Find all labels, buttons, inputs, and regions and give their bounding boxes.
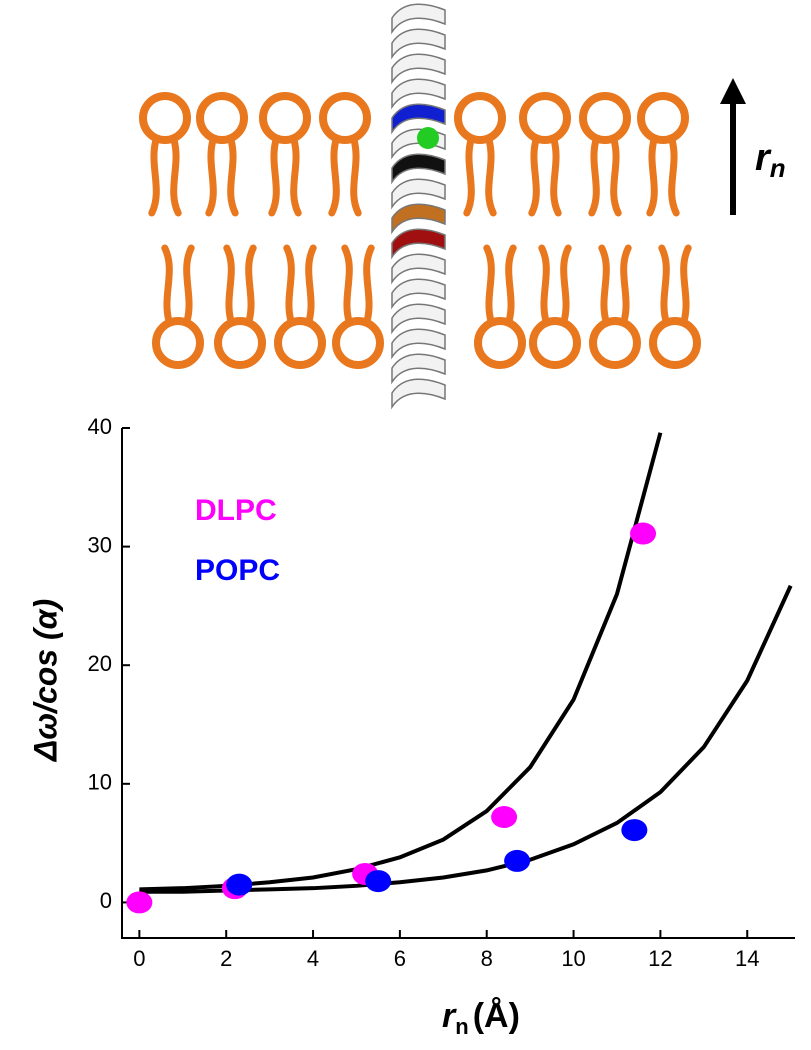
lipid-tail	[148, 136, 160, 217]
lipid-tail	[505, 244, 517, 325]
helix-turn	[391, 53, 446, 85]
lipid-tail	[341, 244, 353, 325]
lipid-tail	[550, 136, 562, 217]
point	[630, 522, 657, 545]
lipid-tail	[483, 244, 495, 325]
helix-residue	[417, 127, 439, 149]
lipid-tail	[305, 244, 317, 325]
helix-turn	[391, 203, 446, 235]
helix-turn	[391, 303, 446, 335]
lipid-head	[579, 92, 631, 144]
lipid-head	[214, 317, 266, 369]
lipid-tail	[290, 136, 302, 217]
lipid-tail	[205, 136, 217, 217]
helix-turn	[391, 153, 446, 185]
lipid-tail	[183, 244, 195, 325]
lipid-tail	[227, 136, 239, 217]
helix-turn	[391, 103, 446, 135]
lipid-head	[152, 317, 204, 369]
lipid-tail	[485, 136, 497, 217]
helix-turn	[391, 353, 446, 385]
helix-turn	[391, 78, 446, 110]
lipid-head	[649, 317, 701, 369]
lipid-tail	[658, 244, 670, 325]
helix-turn	[391, 178, 446, 210]
helix-turn	[391, 228, 446, 260]
lipid-tail	[598, 244, 610, 325]
point	[365, 870, 392, 893]
helix-turn	[391, 278, 446, 310]
y-axis-label: Δω/cos (α)	[27, 599, 63, 762]
lipid-head	[454, 92, 506, 144]
lipid-head	[139, 92, 191, 144]
y-tick-label: 0	[100, 888, 112, 913]
x-tick-label: 6	[394, 946, 406, 971]
helix-turn	[391, 253, 446, 285]
lipid-tail	[560, 244, 572, 325]
x-axis-label: rn (Å)	[442, 997, 520, 1039]
fit-curve	[139, 584, 793, 894]
legend-entry: DLPC	[195, 494, 277, 527]
x-tick-label: 8	[481, 946, 493, 971]
point	[504, 849, 531, 872]
lipid-head	[637, 92, 689, 144]
lipid-tail	[646, 136, 658, 217]
x-tick-label: 12	[648, 946, 672, 971]
helix-turn	[391, 378, 446, 410]
lipid-head	[274, 317, 326, 369]
lipid-tail	[363, 244, 375, 325]
y-tick-label: 10	[88, 770, 112, 795]
y-tick-label: 30	[88, 532, 112, 557]
diagram-label: rn	[755, 137, 786, 183]
point	[491, 806, 518, 829]
lipid-tail	[161, 244, 173, 325]
lipid-head	[259, 92, 311, 144]
helix-turn	[391, 328, 446, 360]
lipid-tail	[620, 244, 632, 325]
x-tick-label: 14	[735, 946, 759, 971]
lipid-head	[319, 92, 371, 144]
helix	[391, 3, 446, 410]
lipid-tail	[328, 136, 340, 217]
direction-arrow	[720, 78, 746, 215]
lipid-head	[519, 92, 571, 144]
helix-turn	[391, 28, 446, 60]
lipid-tail	[610, 136, 622, 217]
lipid-tail	[668, 136, 680, 217]
lipid-tail	[538, 244, 550, 325]
lipid-tail	[680, 244, 692, 325]
legend-entry: POPC	[195, 554, 280, 587]
y-tick-label: 20	[88, 651, 112, 676]
point	[621, 819, 648, 842]
lipid-tail	[463, 136, 475, 217]
lipid-head	[529, 317, 581, 369]
lipid-tail	[170, 136, 182, 217]
lipid-tail	[283, 244, 295, 325]
membrane-diagram	[139, 92, 701, 369]
lipid-tail	[268, 136, 280, 217]
lipid-tail	[223, 244, 235, 325]
x-tick-label: 2	[220, 946, 232, 971]
lipid-head	[589, 317, 641, 369]
plot: 0 2 4 6 8 10 12 14 0 10 20 30 40 DLPC POPC	[88, 414, 795, 971]
point	[126, 891, 153, 914]
lipid-tail	[350, 136, 362, 217]
lipid-head	[474, 317, 526, 369]
y-tick-label: 40	[88, 414, 112, 439]
x-tick-label: 10	[561, 946, 585, 971]
lipid-tail	[245, 244, 257, 325]
lipid-tail	[528, 136, 540, 217]
lipid-head	[196, 92, 248, 144]
lipid-tail	[588, 136, 600, 217]
helix-turn	[391, 3, 446, 35]
x-tick-label: 0	[133, 946, 145, 971]
x-tick-label: 4	[307, 946, 319, 971]
lipid-head	[332, 317, 384, 369]
point	[226, 873, 253, 896]
axes	[121, 428, 795, 939]
